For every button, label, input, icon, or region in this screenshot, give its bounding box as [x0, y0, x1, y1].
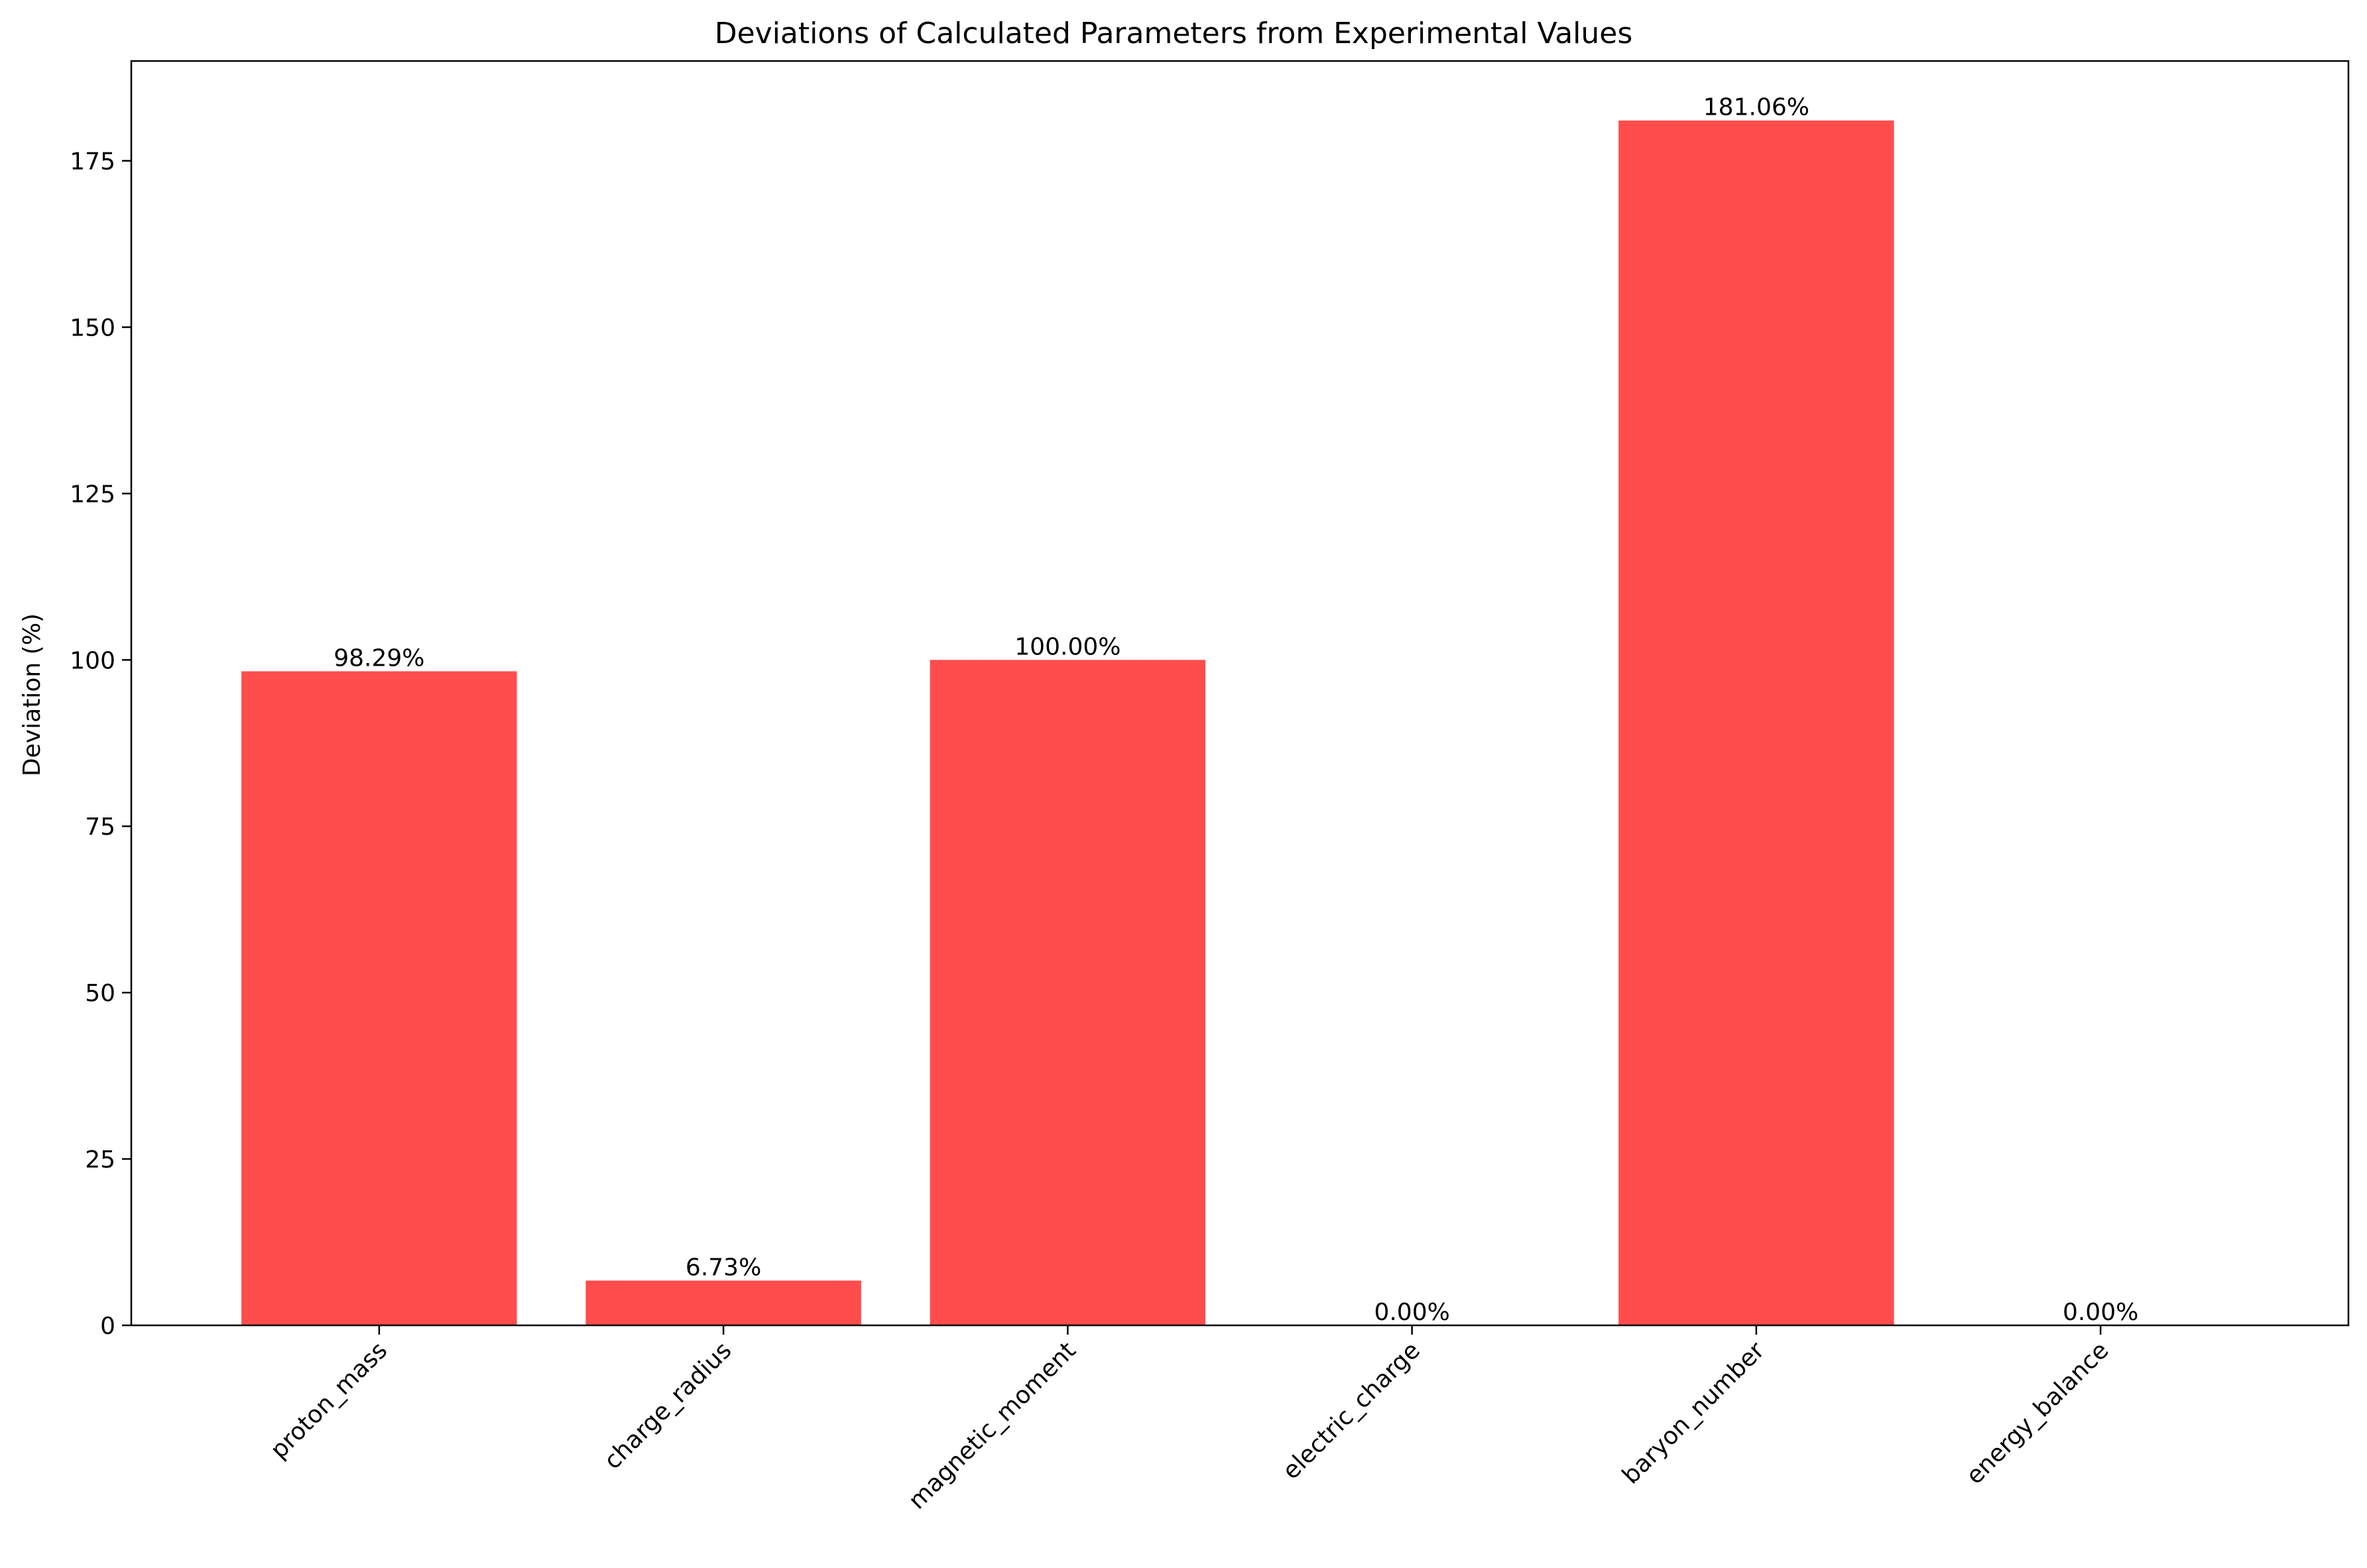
chart-title: Deviations of Calculated Parameters from…: [715, 17, 1633, 50]
y-tick-label: 175: [70, 149, 115, 176]
data-label-baryon_number: 181.06%: [1703, 94, 1809, 121]
y-tick-label: 100: [70, 647, 115, 674]
bar-magnetic_moment: [930, 660, 1206, 1325]
y-tick-label: 75: [85, 814, 115, 841]
x-tick-label-electric_charge: electric_charge: [1278, 1337, 1426, 1484]
y-tick-label: 125: [70, 481, 115, 508]
x-axis-ticks: proton_mass charge_radius magnetic_moment e…: [265, 1325, 2114, 1514]
y-tick-label: 25: [85, 1146, 115, 1174]
x-tick-label-proton_mass: proton_mass: [265, 1337, 393, 1464]
y-axis-label: Deviation (%): [19, 613, 46, 776]
data-label-energy_balance: 0.00%: [2063, 1299, 2138, 1326]
x-tick-label-baryon_number: baryon_number: [1617, 1337, 1770, 1489]
x-tick-label-charge_radius: charge_radius: [599, 1337, 737, 1475]
bars-group: [241, 120, 1894, 1325]
data-label-proton_mass: 98.29%: [334, 644, 424, 672]
data-labels-group: 98.29% 6.73% 100.00% 0.00% 181.06% 0.00%: [334, 94, 2138, 1326]
y-tick-label: 0: [100, 1313, 115, 1340]
x-tick-label-energy_balance: energy_balance: [1961, 1337, 2114, 1490]
data-label-electric_charge: 0.00%: [1374, 1299, 1449, 1326]
bar-proton_mass: [241, 671, 517, 1325]
x-tick-label-magnetic_moment: magnetic_moment: [904, 1337, 1081, 1514]
data-label-charge_radius: 6.73%: [686, 1254, 761, 1281]
data-label-magnetic_moment: 100.00%: [1014, 633, 1121, 660]
bar-charge_radius: [585, 1280, 861, 1325]
bar-baryon_number: [1618, 120, 1894, 1325]
y-tick-label: 150: [70, 314, 115, 341]
y-axis-ticks: 0 25 50 75 100 125 150 175: [70, 149, 131, 1340]
plot-area-frame: [130, 60, 2350, 1327]
y-tick-label: 50: [85, 980, 115, 1007]
